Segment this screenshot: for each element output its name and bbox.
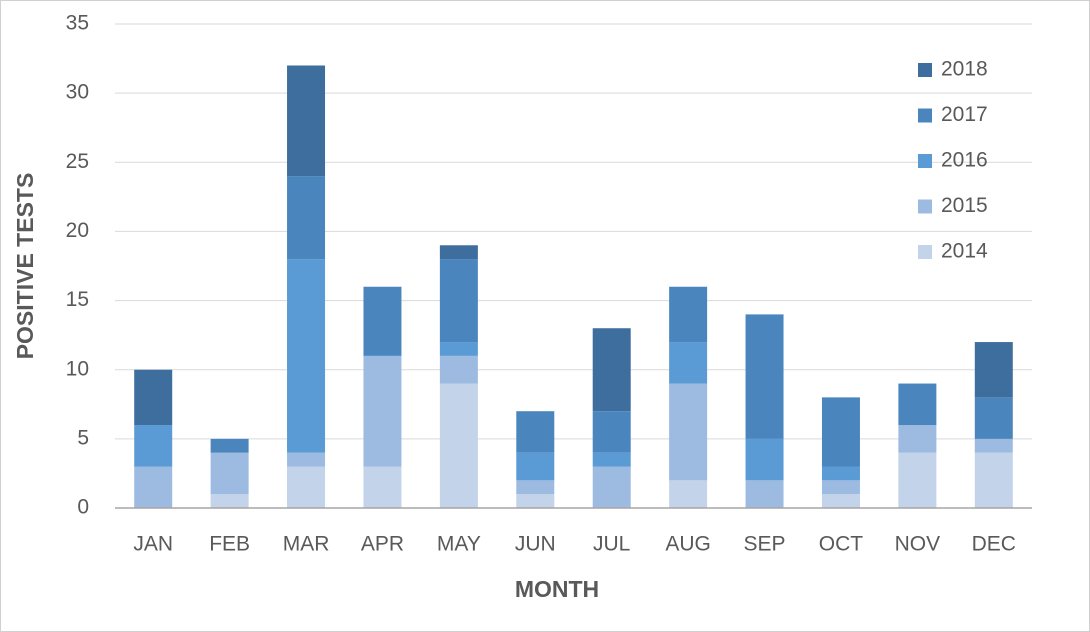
bar-segment — [363, 286, 402, 356]
x-tick-label: JUN — [515, 533, 556, 556]
legend-label: 2018 — [941, 58, 988, 81]
bar-segment — [287, 65, 326, 177]
bar-segment — [287, 452, 326, 467]
bar-segment — [287, 176, 326, 260]
bar-segment — [745, 438, 784, 481]
bar-segment — [745, 480, 784, 508]
bar-segment — [439, 342, 478, 356]
bar-segment — [287, 466, 326, 508]
legend-swatch — [918, 63, 932, 77]
x-tick-label: AUG — [665, 533, 711, 556]
x-tick-label: DEC — [972, 533, 1016, 556]
bar-segment — [516, 480, 555, 495]
y-tick-label: 0 — [77, 496, 89, 519]
bar-segment — [974, 438, 1013, 453]
bar-segment — [592, 328, 631, 412]
bar-segment — [898, 425, 937, 453]
bar-segment — [516, 411, 555, 453]
bar-segment — [898, 452, 937, 508]
x-tick-label: JAN — [133, 533, 173, 556]
bar-segment — [439, 355, 478, 384]
bar-segment — [669, 286, 708, 343]
bar-segment — [898, 383, 937, 426]
bar-segment — [363, 466, 402, 508]
bar-segment — [210, 494, 249, 508]
bar-segment — [669, 342, 708, 384]
y-axis-title: POSITIVE TESTS — [12, 173, 38, 360]
legend-swatch — [918, 154, 932, 168]
x-tick-label: OCT — [819, 533, 864, 556]
bar-segment — [134, 369, 173, 426]
bar-segment — [821, 466, 860, 481]
y-tick-label: 10 — [66, 357, 89, 380]
bar-segment — [669, 480, 708, 508]
x-tick-label: MAY — [437, 533, 481, 556]
y-tick-label: 35 — [66, 12, 89, 35]
bar-segment — [439, 383, 478, 508]
legend-label: 2014 — [941, 240, 988, 263]
bar-segment — [821, 480, 860, 495]
bar-segment — [974, 452, 1013, 508]
bar-segment — [592, 452, 631, 467]
x-tick-label: FEB — [209, 533, 250, 556]
bar-segment — [821, 494, 860, 508]
x-tick-label: MAR — [283, 533, 330, 556]
legend-label: 2015 — [941, 194, 988, 217]
bar-segment — [210, 438, 249, 453]
bar-segment — [439, 259, 478, 343]
bar-segment — [210, 452, 249, 495]
legend-swatch — [918, 108, 932, 123]
y-tick-label: 30 — [66, 81, 89, 104]
x-tick-label: NOV — [895, 533, 941, 556]
legend-swatch — [918, 199, 932, 214]
bar-segment — [363, 355, 402, 467]
bar-segment — [439, 245, 478, 260]
bar-segment — [592, 466, 631, 508]
legend-label: 2017 — [941, 103, 988, 126]
bar-segment — [821, 397, 860, 467]
bar-segment — [516, 452, 555, 481]
legend-swatch — [918, 245, 932, 259]
bar-segment — [134, 425, 173, 467]
y-tick-label: 20 — [66, 219, 89, 242]
y-tick-label: 15 — [66, 288, 89, 311]
legend-label: 2016 — [941, 149, 988, 172]
bar-segment — [134, 466, 173, 508]
bar-segment — [287, 259, 326, 453]
x-axis-title: MONTH — [515, 576, 599, 602]
bar-segment — [974, 397, 1013, 439]
y-tick-label: 5 — [77, 426, 89, 449]
y-tick-label: 25 — [66, 150, 89, 173]
x-tick-label: JUL — [593, 533, 630, 556]
bar-segment — [669, 383, 708, 481]
bar-segment — [516, 494, 555, 508]
bar-segment — [974, 342, 1013, 398]
bar-segment — [745, 314, 784, 439]
bar-segment — [592, 411, 631, 453]
x-tick-label: SEP — [744, 533, 786, 556]
x-tick-label: APR — [361, 533, 404, 556]
